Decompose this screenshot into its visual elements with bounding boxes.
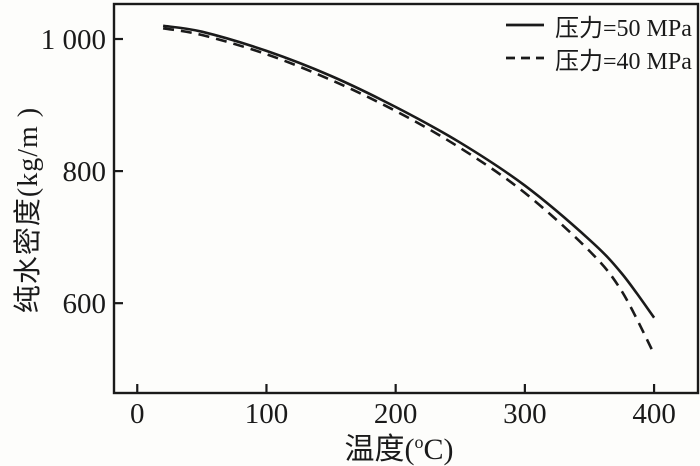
x-tick-label: 100: [245, 398, 289, 430]
legend: 压力=50 MPa 压力=40 MPa: [506, 10, 692, 75]
legend-item: 压力=50 MPa: [506, 10, 692, 42]
y-tick-labels: 600 800 1 000: [41, 24, 106, 320]
x-tick-label: 300: [503, 398, 547, 430]
y-tick-label: 800: [63, 156, 107, 188]
x-axis-title-text: 温度(: [344, 433, 415, 466]
curve-solid: [162, 24, 656, 319]
legend-item: 压力=40 MPa: [506, 43, 692, 75]
legend-label: 压力=50 MPa: [555, 15, 692, 42]
curve-dashed: [162, 27, 656, 355]
legend-line-sample-solid: [506, 23, 544, 27]
series-curves: [162, 24, 656, 355]
x-axis-title: 温度(oC): [345, 424, 454, 466]
y-axis-ticks: [114, 37, 123, 305]
x-axis-ticks: [136, 384, 656, 393]
x-tick-label: 0: [130, 398, 145, 430]
y-axis-title: 纯水密度(kg/m ): [13, 106, 44, 314]
x-tick-labels: 0 100 200 300 400: [130, 398, 676, 430]
x-tick-label: 400: [632, 398, 676, 430]
degree-superscript: o: [414, 432, 424, 452]
legend-line-sample-dashed: [506, 56, 544, 60]
y-tick-label: 600: [63, 288, 107, 320]
y-tick-label: 1 000: [41, 24, 106, 56]
x-tick-label: 200: [374, 398, 418, 430]
plot-frame: [112, 2, 700, 395]
legend-label: 压力=40 MPa: [555, 48, 692, 75]
x-axis-title-unit: C): [423, 433, 454, 466]
